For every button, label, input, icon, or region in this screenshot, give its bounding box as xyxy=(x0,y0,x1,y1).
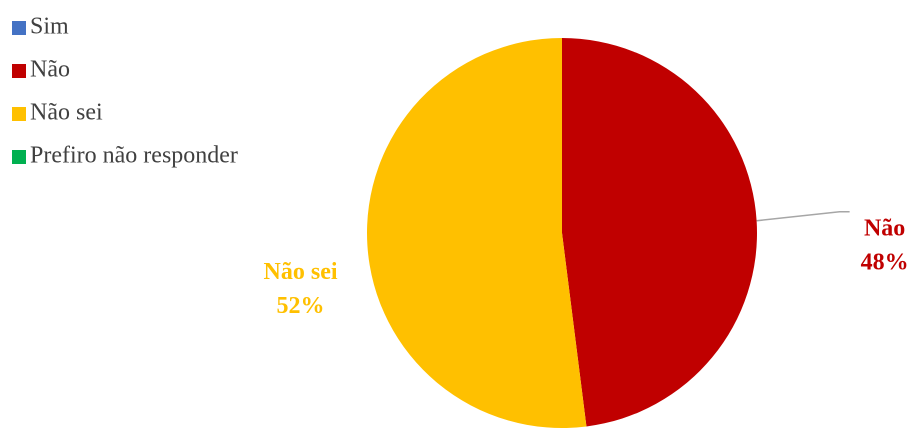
legend-label: Prefiro não responder xyxy=(30,143,238,169)
legend-label: Não sei xyxy=(30,100,103,126)
data-label-value: 48% xyxy=(861,249,909,275)
pie-slice xyxy=(367,38,587,428)
pie-slice xyxy=(562,38,758,427)
legend-label: Não xyxy=(30,57,70,83)
legend-swatch xyxy=(12,107,26,121)
legend-label: Sim xyxy=(30,14,69,40)
legend-swatch xyxy=(12,64,26,78)
legend-swatch xyxy=(12,150,26,164)
legend-swatch xyxy=(12,21,26,35)
leader-line xyxy=(756,211,850,222)
data-label-value: 52% xyxy=(277,293,325,319)
data-label-name: Não xyxy=(864,215,905,241)
data-label-name: Não sei xyxy=(264,259,338,285)
